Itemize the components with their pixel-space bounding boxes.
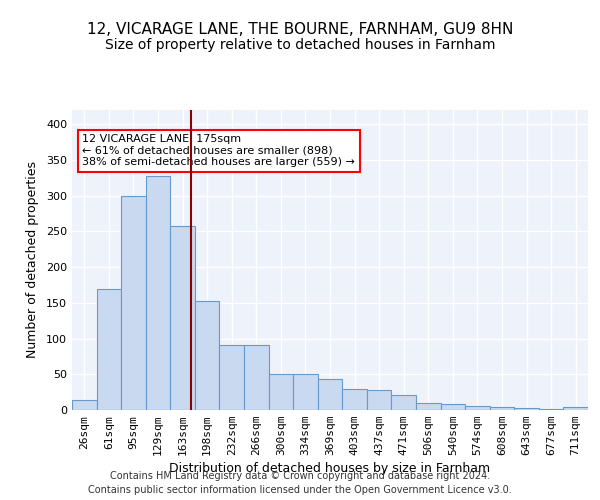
- Bar: [220, 345, 244, 410]
- Bar: [440, 404, 465, 410]
- Text: Size of property relative to detached houses in Farnham: Size of property relative to detached ho…: [105, 38, 495, 52]
- Bar: [170, 226, 195, 410]
- Bar: [146, 176, 170, 410]
- Bar: [342, 390, 367, 410]
- Bar: [367, 390, 391, 410]
- Bar: [563, 407, 588, 410]
- Text: 12, VICARAGE LANE, THE BOURNE, FARNHAM, GU9 8HN: 12, VICARAGE LANE, THE BOURNE, FARNHAM, …: [87, 22, 513, 38]
- Bar: [391, 395, 416, 410]
- Bar: [514, 408, 539, 410]
- Bar: [72, 400, 97, 410]
- Bar: [195, 300, 220, 410]
- Bar: [269, 374, 293, 410]
- Bar: [490, 407, 514, 410]
- Bar: [318, 380, 342, 410]
- Bar: [121, 196, 146, 410]
- Y-axis label: Number of detached properties: Number of detached properties: [26, 162, 39, 358]
- Bar: [293, 374, 318, 410]
- Bar: [416, 403, 440, 410]
- X-axis label: Distribution of detached houses by size in Farnham: Distribution of detached houses by size …: [169, 462, 491, 475]
- Bar: [97, 288, 121, 410]
- Text: 12 VICARAGE LANE: 175sqm
← 61% of detached houses are smaller (898)
38% of semi-: 12 VICARAGE LANE: 175sqm ← 61% of detach…: [82, 134, 355, 167]
- Text: Contains HM Land Registry data © Crown copyright and database right 2024.
Contai: Contains HM Land Registry data © Crown c…: [88, 471, 512, 495]
- Bar: [465, 406, 490, 410]
- Bar: [244, 345, 269, 410]
